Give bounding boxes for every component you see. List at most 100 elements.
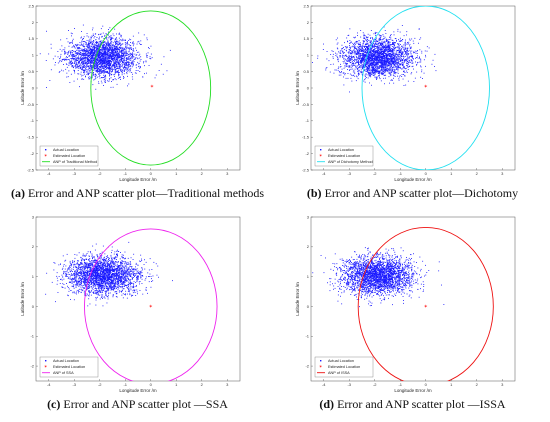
scatter-point (104, 58, 106, 59)
scatter-point (84, 59, 86, 61)
scatter-point (379, 42, 381, 44)
scatter-point (100, 46, 102, 48)
scatter-point (379, 77, 380, 79)
legend-label: Estimated Location (53, 154, 85, 158)
scatter-point (391, 55, 393, 57)
scatter-point (386, 63, 388, 65)
scatter-point (344, 74, 346, 76)
scatter-point (102, 71, 104, 73)
scatter-point (86, 73, 88, 75)
scatter-point (385, 48, 387, 50)
scatter-point (119, 64, 121, 66)
scatter-point (98, 74, 100, 75)
scatter-point (71, 55, 72, 57)
scatter-point (103, 61, 105, 63)
scatter-point (94, 53, 96, 54)
scatter-point (114, 78, 116, 80)
scatter-point (102, 63, 103, 65)
scatter-point (124, 40, 126, 41)
scatter-point (364, 63, 366, 65)
scatter-point (85, 50, 87, 51)
scatter-point (394, 45, 396, 47)
scatter-point (421, 69, 423, 71)
scatter-point (347, 56, 349, 58)
scatter-point (377, 55, 379, 56)
scatter-point (348, 59, 350, 61)
scatter-point (350, 59, 351, 61)
scatter-point (82, 49, 84, 51)
scatter-point (358, 47, 360, 49)
scatter-point (375, 46, 377, 47)
scatter-point (398, 63, 400, 65)
scatter-point (373, 52, 375, 53)
scatter-point (101, 62, 103, 64)
anp-circle (90, 10, 212, 166)
scatter-point (108, 46, 110, 48)
scatter-point (71, 58, 73, 60)
scatter-point (107, 72, 109, 74)
scatter-point (114, 39, 116, 41)
scatter-point (122, 39, 124, 41)
scatter-point (398, 48, 400, 49)
scatter-point (93, 58, 95, 60)
scatter-point (123, 70, 125, 72)
plot-b: ✶-4 -3 -2 -1 0 1 2 3-2.5-2-1.5-1-0.500.511.522.… (295, 3, 516, 182)
scatter-point (70, 53, 71, 55)
scatter-point (348, 54, 350, 56)
scatter-point (105, 64, 107, 66)
scatter-point (362, 66, 364, 68)
scatter-point (414, 50, 416, 52)
scatter-point (73, 65, 75, 67)
scatter-point (380, 60, 382, 62)
scatter-point (93, 55, 95, 57)
scatter-point (79, 47, 81, 48)
scatter-point (130, 54, 132, 55)
scatter-point (95, 59, 97, 60)
scatter-point (99, 62, 101, 64)
scatter-point (83, 66, 85, 68)
scatter-point (395, 46, 397, 48)
scatter-point (410, 56, 412, 57)
scatter-point (114, 40, 116, 42)
scatter-point (394, 65, 396, 66)
scatter-point (428, 47, 430, 49)
scatter-point (402, 59, 404, 61)
scatter-point (126, 57, 127, 59)
scatter-point (100, 58, 102, 60)
scatter-point (347, 60, 349, 62)
scatter-point (377, 57, 379, 59)
scatter-point (393, 54, 395, 56)
scatter-point (144, 73, 145, 75)
scatter-point (389, 45, 391, 47)
scatter-point (112, 58, 113, 60)
scatter-point (408, 58, 410, 59)
scatter-point (105, 53, 106, 55)
scatter-point (354, 63, 356, 65)
scatter-point (100, 40, 101, 42)
scatter-point (374, 45, 376, 47)
scatter-point (367, 74, 369, 76)
scatter-point (80, 37, 82, 39)
scatter-point (138, 62, 140, 64)
scatter-point (385, 59, 387, 61)
scatter-point (420, 59, 422, 61)
scatter-point (65, 68, 67, 70)
scatter-point (361, 51, 362, 52)
scatter-point (391, 44, 393, 45)
scatter-point (96, 74, 97, 76)
y-axis-label: Latitude Error /m (20, 71, 25, 105)
scatter-point (123, 61, 125, 63)
scatter-point (380, 39, 382, 40)
scatter-point (121, 58, 123, 60)
scatter-point (100, 42, 102, 43)
scatter-point (101, 72, 102, 74)
scatter-point (358, 55, 359, 57)
scatter-point (83, 70, 85, 72)
scatter-point (103, 60, 105, 62)
scatter-point (347, 35, 349, 36)
plot-frame (35, 5, 241, 171)
scatter-point (372, 52, 374, 54)
scatter-point (370, 73, 372, 75)
scatter-point (106, 67, 108, 69)
scatter-point (382, 44, 384, 46)
